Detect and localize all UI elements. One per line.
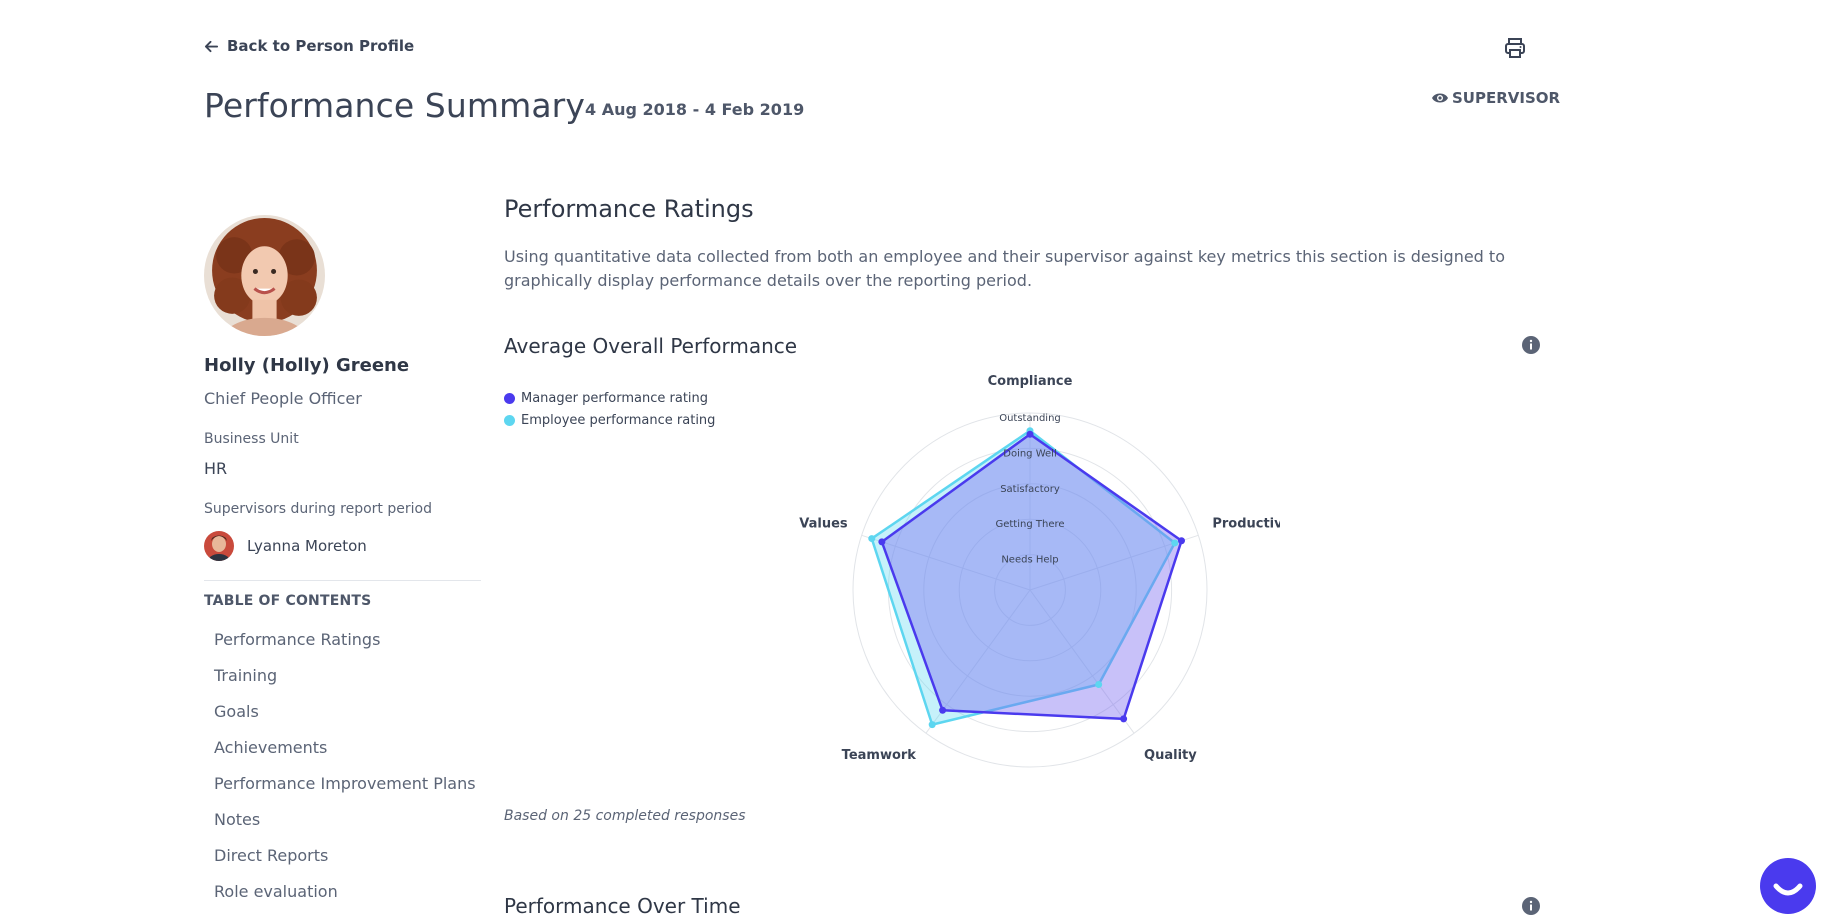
person-name: Holly (Holly) Greene <box>204 355 410 376</box>
radar-axis-label: Teamwork <box>842 748 917 763</box>
toc-item-goals[interactable]: Goals <box>214 702 259 721</box>
radar-point-manager <box>1120 715 1128 723</box>
radar-point-manager <box>939 706 947 714</box>
supervisor-name: Lyanna Moreton <box>247 537 367 555</box>
back-link-label: Back to Person Profile <box>227 37 415 55</box>
business-unit-value: HR <box>204 459 228 478</box>
role-label: SUPERVISOR <box>1452 89 1561 107</box>
toc-item-achievements[interactable]: Achievements <box>214 738 328 757</box>
radar-axis-label: Compliance <box>988 375 1073 389</box>
radar-point-manager <box>1178 537 1186 545</box>
radar-series-manager <box>880 432 1183 721</box>
supervisor-item[interactable]: Lyanna Moreton <box>204 531 367 561</box>
radar-spoke <box>1029 589 1135 734</box>
radar-chart: Needs Help Getting There Satisfactory Doing… <box>799 375 1280 768</box>
radar-level-label: Getting There <box>995 519 1064 530</box>
chat-widget-button[interactable] <box>1760 858 1816 914</box>
responses-footnote: Based on 25 completed responses <box>504 808 746 824</box>
toc-title: TABLE OF CONTENTS <box>204 593 372 609</box>
legend-dot-employee <box>504 414 515 426</box>
section-description: Using quantitative data collected from b… <box>504 247 1505 290</box>
radar-spoke <box>1029 534 1199 591</box>
role-badge[interactable]: SUPERVISOR <box>1431 89 1560 107</box>
radar-point-employee <box>928 721 936 729</box>
toc-list: Performance Ratings Training Goals Achie… <box>214 628 476 916</box>
sidebar-divider <box>204 580 481 581</box>
section-title: Performance Ratings <box>504 195 754 223</box>
toc-item-performance-ratings[interactable]: Performance Ratings <box>214 630 381 649</box>
radar-level-label: Needs Help <box>1001 555 1058 566</box>
radar-point-manager <box>1026 430 1034 438</box>
radar-level-label: Outstanding <box>999 413 1061 424</box>
toc-item-role-evaluation[interactable]: Role evaluation <box>214 882 338 901</box>
print-button[interactable] <box>1503 36 1527 60</box>
smile-icon <box>1773 883 1803 896</box>
toc-item-improvement-plans[interactable]: Performance Improvement Plans <box>214 774 476 793</box>
toc-item-direct-reports[interactable]: Direct Reports <box>214 846 329 865</box>
legend-item-employee: Employee performance rating <box>504 409 715 431</box>
radar-point-manager <box>878 538 886 546</box>
back-to-profile-link[interactable]: Back to Person Profile <box>204 37 414 55</box>
radar-series-employee <box>870 429 1177 726</box>
radar-axis-label: Values <box>799 516 848 531</box>
printer-icon <box>1505 38 1525 58</box>
toc-item-training[interactable]: Training <box>214 666 278 685</box>
date-range: 4 Aug 2018 - 4 Feb 2019 <box>585 100 805 119</box>
business-unit-label: Business Unit <box>204 431 299 447</box>
legend-label-manager: Manager performance rating <box>521 390 709 406</box>
page-title: Performance Summary <box>204 86 585 125</box>
legend-dot-manager <box>504 392 515 404</box>
person-job-title: Chief People Officer <box>204 389 362 408</box>
supervisors-label: Supervisors during report period <box>204 501 432 517</box>
avg-performance-title: Average Overall Performance <box>504 334 798 358</box>
legend-item-manager: Manager performance rating <box>504 387 715 409</box>
eye-icon <box>1432 93 1448 103</box>
radar-point-employee <box>1171 539 1179 547</box>
radar-axis-label: Quality <box>1144 748 1197 763</box>
chart-legend: Manager performance rating Employee perf… <box>504 387 715 431</box>
radar-spoke <box>861 534 1031 591</box>
legend-label-employee: Employee performance rating <box>521 412 716 428</box>
radar-point-employee <box>1095 681 1103 689</box>
supervisor-avatar <box>204 531 234 561</box>
radar-level-label: Doing Well <box>1003 448 1056 459</box>
info-icon-over-time[interactable] <box>1521 896 1541 916</box>
person-avatar <box>204 215 325 336</box>
toc-item-notes[interactable]: Notes <box>214 810 261 829</box>
radar-axis-label: Productivity <box>1212 516 1280 531</box>
arrow-left-icon <box>204 40 219 52</box>
radar-point-employee <box>868 535 876 543</box>
performance-over-time-title: Performance Over Time <box>504 894 741 918</box>
radar-level-label: Satisfactory <box>1000 484 1060 495</box>
info-icon[interactable] <box>1521 335 1541 355</box>
